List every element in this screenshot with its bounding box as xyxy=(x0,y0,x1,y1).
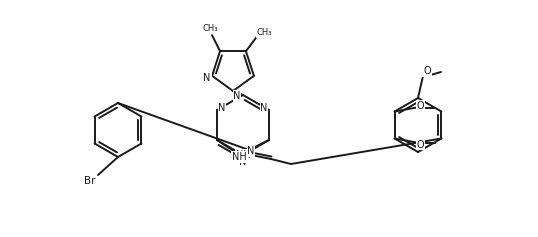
Text: CH₃: CH₃ xyxy=(202,24,218,33)
Text: CH₃: CH₃ xyxy=(257,28,272,37)
Text: N: N xyxy=(239,157,247,167)
Text: N: N xyxy=(260,103,268,113)
Text: N: N xyxy=(233,91,240,101)
Text: O: O xyxy=(417,100,424,110)
Text: NH: NH xyxy=(232,152,246,162)
Text: N: N xyxy=(247,146,254,156)
Text: NH: NH xyxy=(236,150,250,160)
Text: Br: Br xyxy=(84,176,96,186)
Text: N: N xyxy=(203,73,211,83)
Text: O: O xyxy=(423,66,431,76)
Text: N: N xyxy=(218,103,226,113)
Text: O: O xyxy=(417,140,424,150)
